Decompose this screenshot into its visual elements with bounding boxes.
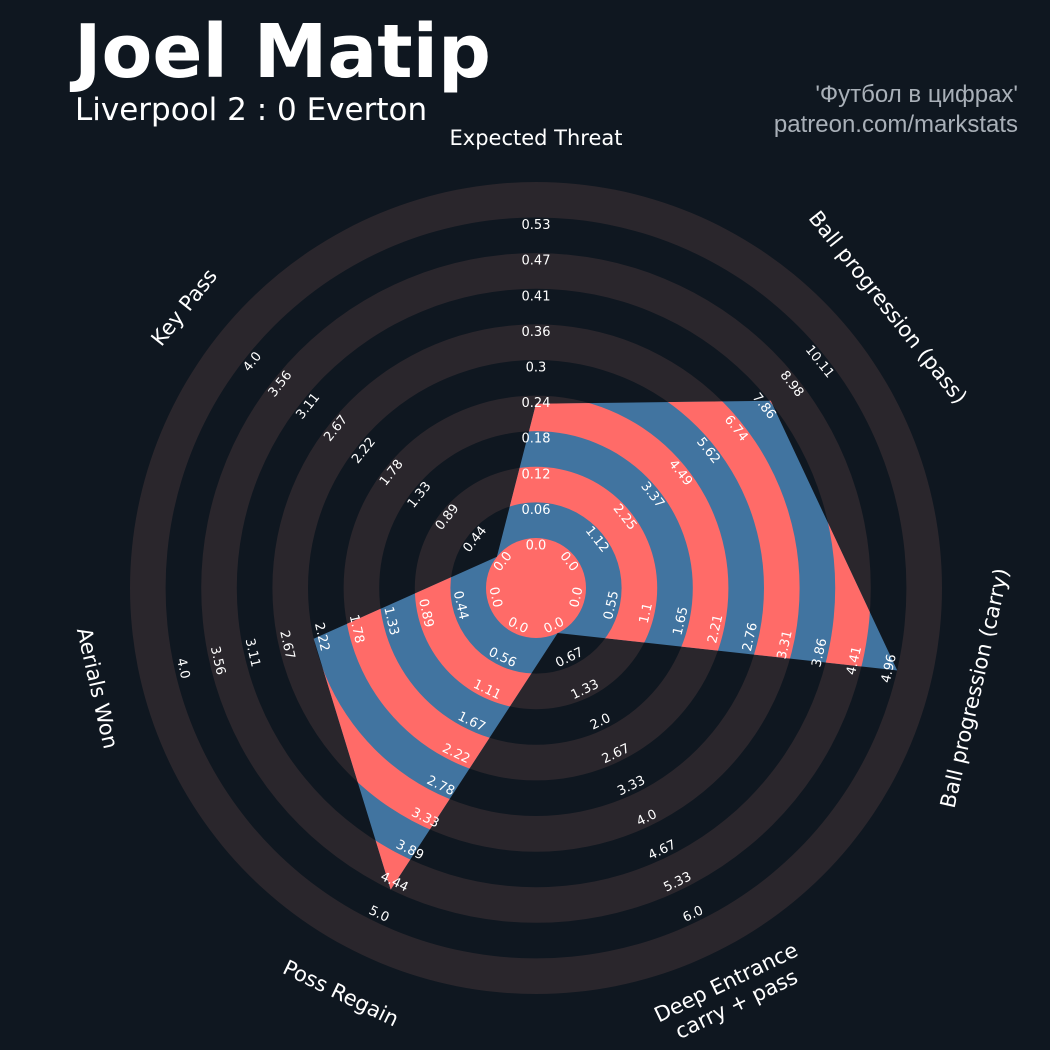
axis-label-line: Key Pass <box>146 264 222 350</box>
tick-label: 0.44 <box>450 590 471 622</box>
tick-label: 0.0 <box>485 586 504 610</box>
credit-line-source: 'Футбол в цифрах' <box>815 81 1018 108</box>
tick-label: 2.21 <box>705 613 726 645</box>
tick-label: 0.24 <box>522 396 551 411</box>
tick-label: 0.89 <box>415 597 436 629</box>
tick-label: 3.56 <box>207 645 228 677</box>
tick-label: 3.31 <box>775 629 796 661</box>
tick-label: 4.41 <box>844 645 865 677</box>
tick-label: 0.55 <box>601 590 622 622</box>
tick-label: 1.1 <box>637 601 656 625</box>
match-subtitle: Liverpool 2 : 0 Everton <box>75 92 428 128</box>
tick-label: 2.67 <box>276 629 297 661</box>
tick-label: 4.0 <box>173 657 192 681</box>
value-ring-center <box>486 538 586 638</box>
player-name-title: Joel Matip <box>74 9 491 95</box>
tick-label: 0.47 <box>522 254 551 269</box>
credits-block: 'Футбол в цифрах' patreon.com/markstats <box>774 80 1018 140</box>
axis-label: Expected Threat <box>450 126 623 150</box>
tick-label: 3.86 <box>809 637 830 669</box>
axis-label-line: Poss Regain <box>279 955 402 1031</box>
axis-label: Ball progression (carry) <box>936 566 1014 810</box>
axis-label: Aerials Won <box>72 625 123 751</box>
tick-label: 0.12 <box>522 467 551 482</box>
tick-label: 0.18 <box>522 432 551 447</box>
tick-label: 2.76 <box>740 621 761 653</box>
tick-label: 0.41 <box>522 289 551 304</box>
tick-label: 0.3 <box>526 361 547 376</box>
tick-label: 0.53 <box>522 218 551 233</box>
axis-label-line: Expected Threat <box>450 126 623 150</box>
radar-tick-labels: 0.0 0.06 0.12 0.18 0.24 0.3 0.36 0.41 0.47 0.53 0.… <box>173 218 900 926</box>
tick-label: 0.0 <box>526 539 547 554</box>
tick-label: 3.11 <box>242 637 263 669</box>
credit-line-patreon: patreon.com/markstats <box>773 111 1018 138</box>
tick-label: 0.06 <box>522 503 551 518</box>
tick-label: 0.0 <box>567 586 586 610</box>
tick-label: 1.33 <box>380 605 401 637</box>
tick-label: 2.22 <box>311 621 332 653</box>
tick-label: 1.65 <box>671 605 692 637</box>
axis-label: Poss Regain <box>279 955 402 1031</box>
tick-label: 4.96 <box>879 653 900 685</box>
axis-label-line: Ball progression (carry) <box>936 566 1014 810</box>
axis-label-line: Aerials Won <box>72 625 123 751</box>
tick-label: 1.78 <box>346 613 367 645</box>
tick-label: 0.36 <box>522 325 551 340</box>
axis-label: Key Pass <box>146 264 222 350</box>
